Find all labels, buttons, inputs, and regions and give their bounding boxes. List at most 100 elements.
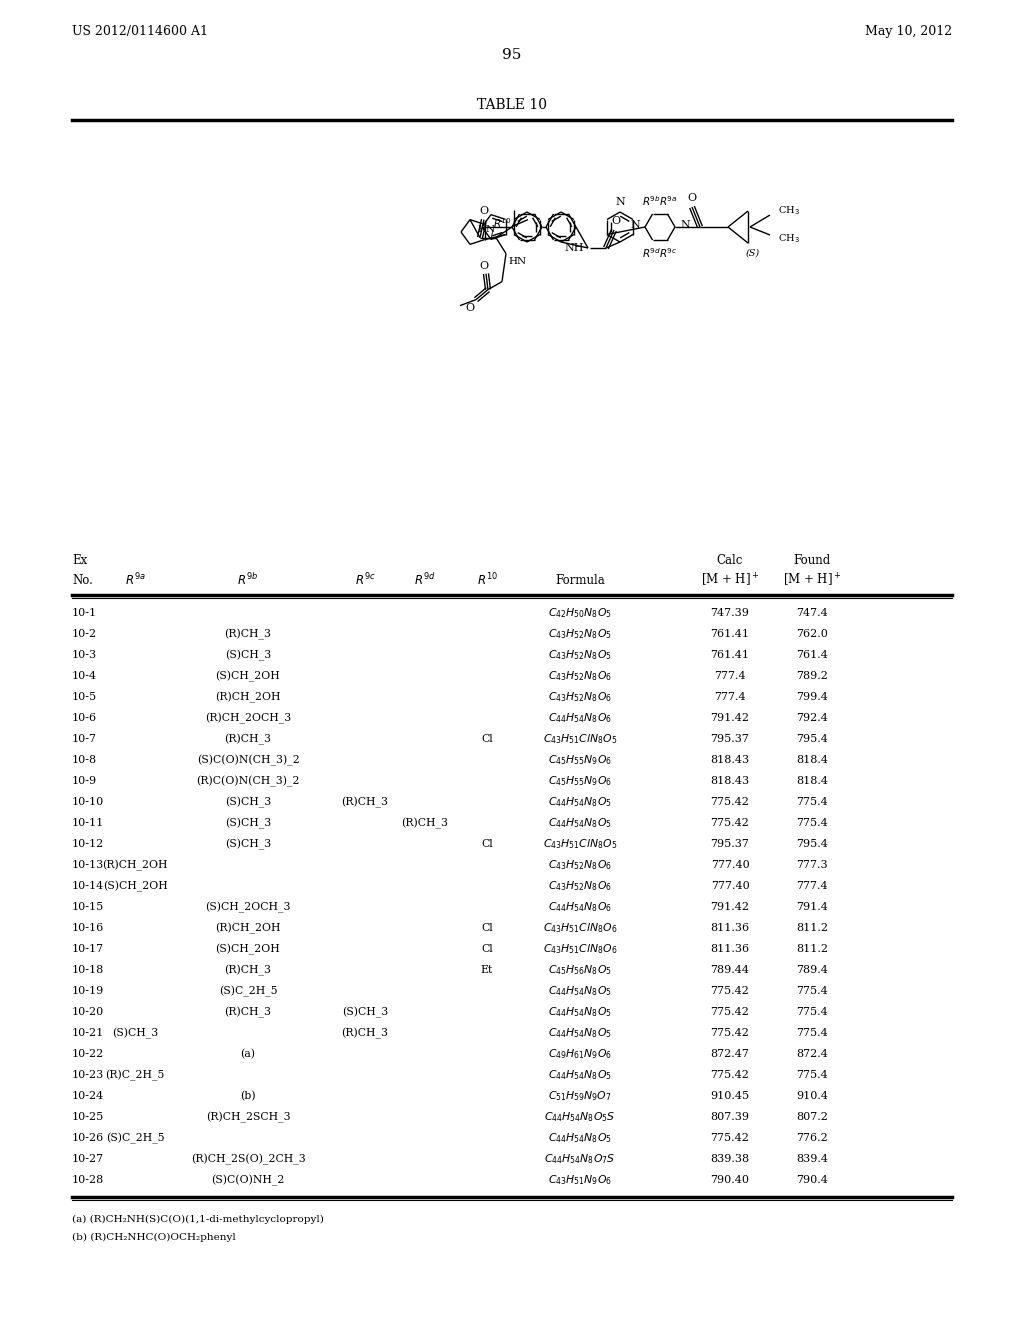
Text: 10-22: 10-22 [72,1049,104,1059]
Text: Cl: Cl [481,840,493,849]
Text: $C_{43}H_{52}N_8O_5$: $C_{43}H_{52}N_8O_5$ [548,627,612,642]
Text: 872.47: 872.47 [711,1049,750,1059]
Text: 777.4: 777.4 [714,671,745,681]
Text: $C_{44}H_{54}N_8O_6$: $C_{44}H_{54}N_8O_6$ [548,900,612,913]
Text: 872.4: 872.4 [796,1049,828,1059]
Text: 10-27: 10-27 [72,1154,104,1164]
Text: $R^{9a}$: $R^{9a}$ [659,194,678,209]
Text: 818.4: 818.4 [796,755,828,766]
Text: O: O [611,216,621,226]
Text: 10-23: 10-23 [72,1071,104,1080]
Text: (S)CH_3: (S)CH_3 [225,796,271,808]
Text: 761.41: 761.41 [711,649,750,660]
Text: (S)C_2H_5: (S)C_2H_5 [105,1133,164,1143]
Text: 789.4: 789.4 [796,965,828,975]
Text: No.: No. [72,573,93,586]
Text: 791.42: 791.42 [711,713,750,723]
Text: 811.2: 811.2 [796,944,828,954]
Text: $C_{44}H_{54}N_8O_5$: $C_{44}H_{54}N_8O_5$ [548,795,612,809]
Text: $C_{45}H_{56}N_8O_5$: $C_{45}H_{56}N_8O_5$ [548,964,612,977]
Text: 775.42: 775.42 [711,797,750,807]
Text: $C_{43}H_{52}N_8O_6$: $C_{43}H_{52}N_8O_6$ [548,879,612,892]
Text: (b): (b) [241,1090,256,1101]
Text: $C_{49}H_{61}N_9O_6$: $C_{49}H_{61}N_9O_6$ [548,1047,612,1061]
Text: 789.2: 789.2 [796,671,828,681]
Text: (S)CH_3: (S)CH_3 [342,1006,388,1018]
Text: 790.40: 790.40 [711,1175,750,1185]
Text: (a) (R)CH₂NH(S)C(O)(1,1-di-methylcyclopropyl): (a) (R)CH₂NH(S)C(O)(1,1-di-methylcyclopr… [72,1214,324,1224]
Text: May 10, 2012: May 10, 2012 [865,25,952,38]
Text: 10-14: 10-14 [72,880,104,891]
Text: N: N [680,220,690,230]
Text: $R^{9b}$: $R^{9b}$ [238,572,258,587]
Text: $R^{10}$: $R^{10}$ [476,572,498,589]
Text: $C_{51}H_{59}N_9O_7$: $C_{51}H_{59}N_9O_7$ [548,1089,611,1104]
Text: $C_{44}H_{54}N_8O_5$: $C_{44}H_{54}N_8O_5$ [548,1005,612,1019]
Text: (S): (S) [745,248,760,257]
Text: (R)CH_2SCH_3: (R)CH_2SCH_3 [206,1111,291,1122]
Text: CH$_3$: CH$_3$ [778,205,800,218]
Text: 818.43: 818.43 [711,755,750,766]
Text: 10-8: 10-8 [72,755,97,766]
Text: (R)CH_3: (R)CH_3 [341,1027,388,1039]
Text: (R)C_2H_5: (R)C_2H_5 [105,1069,165,1081]
Text: 807.39: 807.39 [711,1111,750,1122]
Text: (S)CH_2OH: (S)CH_2OH [102,880,167,891]
Text: 791.4: 791.4 [796,902,828,912]
Text: (R)CH_3: (R)CH_3 [224,734,271,744]
Text: $C_{43}H_{52}N_8O_6$: $C_{43}H_{52}N_8O_6$ [548,669,612,682]
Text: 10-5: 10-5 [72,692,97,702]
Text: O: O [479,206,488,215]
Text: 795.4: 795.4 [796,840,828,849]
Text: $C_{43}H_{52}N_8O_6$: $C_{43}H_{52}N_8O_6$ [548,858,612,873]
Text: 775.42: 775.42 [711,1007,750,1016]
Text: (R)CH_2OH: (R)CH_2OH [215,923,281,933]
Text: Et: Et [481,965,494,975]
Text: 10-4: 10-4 [72,671,97,681]
Text: O: O [687,193,696,203]
Text: $R^{9a}$: $R^{9a}$ [125,572,145,589]
Text: 777.40: 777.40 [711,880,750,891]
Text: (R)CH_3: (R)CH_3 [224,628,271,640]
Text: N: N [615,197,625,207]
Text: (S)CH_3: (S)CH_3 [225,817,271,829]
Text: 775.42: 775.42 [711,1133,750,1143]
Text: 775.42: 775.42 [711,986,750,997]
Text: 10-24: 10-24 [72,1092,104,1101]
Text: $C_{43}H_{51}ClN_8O_5$: $C_{43}H_{51}ClN_8O_5$ [543,837,617,851]
Text: US 2012/0114600 A1: US 2012/0114600 A1 [72,25,208,38]
Text: 775.42: 775.42 [711,1071,750,1080]
Text: 795.4: 795.4 [796,734,828,744]
Text: 839.4: 839.4 [796,1154,828,1164]
Text: (R)CH_2S(O)_2CH_3: (R)CH_2S(O)_2CH_3 [190,1154,305,1164]
Text: (R)CH_3: (R)CH_3 [224,1006,271,1018]
Text: 10-15: 10-15 [72,902,104,912]
Text: 910.45: 910.45 [711,1092,750,1101]
Text: Cl: Cl [481,944,493,954]
Text: 747.39: 747.39 [711,609,750,618]
Text: (R)CH_3: (R)CH_3 [341,796,388,808]
Text: Ex: Ex [72,553,87,566]
Text: 839.38: 839.38 [711,1154,750,1164]
Text: Formula: Formula [555,573,605,586]
Text: N: N [630,220,640,230]
Text: 789.44: 789.44 [711,965,750,975]
Text: (S)CH_3: (S)CH_3 [225,649,271,660]
Text: 775.4: 775.4 [796,1071,827,1080]
Text: 10-6: 10-6 [72,713,97,723]
Text: (b) (R)CH₂NHC(O)OCH₂phenyl: (b) (R)CH₂NHC(O)OCH₂phenyl [72,1233,236,1242]
Text: 775.4: 775.4 [796,986,827,997]
Text: TABLE 10: TABLE 10 [477,98,547,112]
Text: 818.4: 818.4 [796,776,828,785]
Text: $R^{9d}$: $R^{9d}$ [642,246,662,260]
Text: 790.4: 790.4 [796,1175,828,1185]
Text: 10-11: 10-11 [72,818,104,828]
Text: (R)CH_2OH: (R)CH_2OH [215,692,281,702]
Text: $C_{43}H_{51}ClN_8O_5$: $C_{43}H_{51}ClN_8O_5$ [543,733,617,746]
Text: (S)C_2H_5: (S)C_2H_5 [219,985,278,997]
Text: 811.2: 811.2 [796,923,828,933]
Text: 95: 95 [503,48,521,62]
Text: (R)CH_2OH: (R)CH_2OH [102,859,168,871]
Text: $C_{44}H_{54}N_8O_5$: $C_{44}H_{54}N_8O_5$ [548,1026,612,1040]
Text: HN: HN [508,257,526,267]
